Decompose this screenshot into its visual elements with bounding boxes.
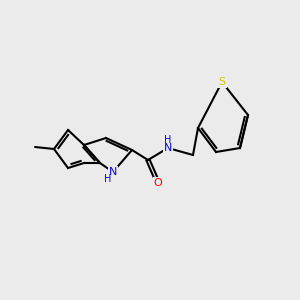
Text: H: H	[164, 135, 172, 145]
Text: N: N	[109, 167, 117, 177]
Text: S: S	[218, 77, 226, 87]
Text: N: N	[164, 143, 172, 153]
Text: O: O	[154, 178, 162, 188]
Text: H: H	[104, 175, 111, 184]
